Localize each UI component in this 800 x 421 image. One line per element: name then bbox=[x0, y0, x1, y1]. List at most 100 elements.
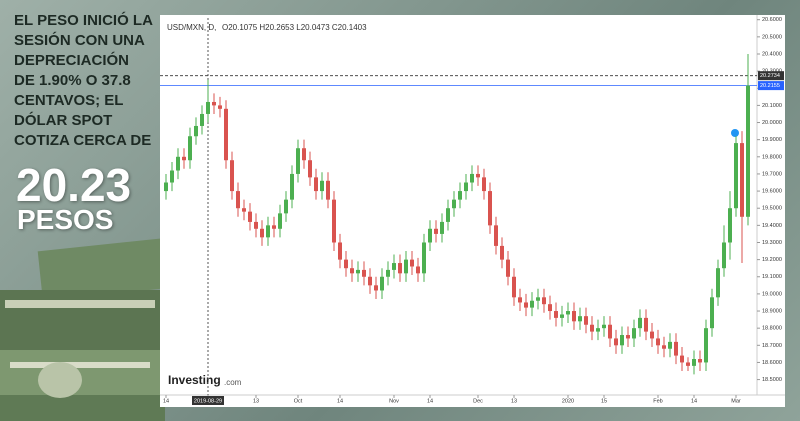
candle-body bbox=[536, 297, 540, 301]
candle-body bbox=[314, 177, 318, 192]
candle-body bbox=[356, 269, 360, 274]
candle-body bbox=[230, 160, 234, 192]
candle-body bbox=[242, 208, 246, 212]
y-tick-label: 18.9000 bbox=[762, 308, 782, 314]
candle-body bbox=[482, 177, 486, 192]
x-tick-label: 2019-08-29 bbox=[194, 398, 222, 404]
candle-body bbox=[236, 191, 240, 209]
y-tick-label: 19.3000 bbox=[762, 240, 782, 246]
candle-body bbox=[740, 143, 744, 217]
candle-body bbox=[632, 328, 636, 339]
candle-body bbox=[524, 302, 528, 308]
candle-body bbox=[446, 208, 450, 222]
candle-body bbox=[488, 191, 492, 226]
y-tick-label: 18.5000 bbox=[762, 377, 782, 383]
candle-body bbox=[404, 259, 408, 274]
x-tick-label: 14 bbox=[337, 398, 343, 404]
candle-body bbox=[332, 199, 336, 243]
candle-body bbox=[290, 173, 294, 200]
candle-body bbox=[494, 225, 498, 246]
price-label-box bbox=[758, 71, 784, 81]
candle-body bbox=[200, 113, 204, 126]
candle-body bbox=[506, 259, 510, 277]
price-label: 20.2155 bbox=[760, 83, 780, 89]
candle-body bbox=[644, 317, 648, 332]
candle-body bbox=[704, 328, 708, 363]
candle-body bbox=[212, 101, 216, 106]
x-tick-label: 13 bbox=[511, 398, 517, 404]
candle-body bbox=[224, 108, 228, 161]
y-tick-label: 19.9000 bbox=[762, 137, 782, 143]
headline-line: DE 1.90% O 37.8 bbox=[14, 72, 131, 89]
candle-body bbox=[614, 338, 618, 346]
candle-body bbox=[170, 170, 174, 183]
candle-body bbox=[692, 359, 696, 366]
candle-body bbox=[596, 328, 600, 332]
ohlc-legend: O20.1075 H20.2653 L20.0473 C20.1403 bbox=[222, 23, 367, 32]
candle-body bbox=[296, 148, 300, 174]
y-tick-label: 18.8000 bbox=[762, 326, 782, 332]
x-tick-label: Mar bbox=[731, 398, 741, 404]
y-tick-label: 20.4000 bbox=[762, 51, 782, 57]
x-tick-label: Oct bbox=[294, 398, 303, 404]
candle-body bbox=[362, 269, 366, 277]
candle-body bbox=[398, 263, 402, 274]
candle-body bbox=[374, 285, 378, 291]
symbol-legend: USD/MXN, D, bbox=[167, 23, 216, 32]
x-tick-label: Feb bbox=[653, 398, 662, 404]
candle-body bbox=[578, 316, 582, 322]
watermark: .com bbox=[224, 378, 242, 387]
y-tick-label: 19.7000 bbox=[762, 171, 782, 177]
candle-body bbox=[728, 208, 732, 243]
headline-unit: PESOS bbox=[17, 204, 114, 235]
candle-body bbox=[554, 311, 558, 318]
candle-body bbox=[194, 125, 198, 137]
candle-body bbox=[434, 228, 438, 234]
candle-body bbox=[500, 245, 504, 260]
candle-body bbox=[716, 268, 720, 298]
x-tick-label: 14 bbox=[691, 398, 697, 404]
candle-body bbox=[542, 297, 546, 305]
candle-body bbox=[254, 221, 258, 229]
headline-line: COTIZA CERCA DE bbox=[14, 132, 152, 149]
candle-body bbox=[392, 263, 396, 270]
y-tick-label: 20.6000 bbox=[762, 17, 782, 23]
y-tick-label: 19.4000 bbox=[762, 223, 782, 229]
candle-body bbox=[584, 316, 588, 325]
candle-body bbox=[464, 182, 468, 192]
candle-body bbox=[308, 160, 312, 178]
y-tick-label: 19.0000 bbox=[762, 291, 782, 297]
y-tick-label: 19.5000 bbox=[762, 206, 782, 212]
candle-body bbox=[512, 276, 516, 298]
candle-body bbox=[380, 276, 384, 291]
candle-body bbox=[218, 105, 222, 109]
x-tick-label: 2020 bbox=[562, 398, 574, 404]
candle-body bbox=[722, 242, 726, 269]
headline-line: DÓLAR SPOT bbox=[14, 112, 113, 129]
x-tick-label: 14 bbox=[163, 398, 169, 404]
candle-body bbox=[326, 180, 330, 200]
y-tick-label: 18.7000 bbox=[762, 343, 782, 349]
candle-body bbox=[206, 101, 210, 114]
chart-background bbox=[160, 15, 785, 407]
candle-body bbox=[674, 341, 678, 356]
candle-body bbox=[182, 156, 186, 161]
candle-body bbox=[386, 269, 390, 277]
candle-body bbox=[746, 85, 750, 217]
y-tick-label: 19.2000 bbox=[762, 257, 782, 263]
candle-body bbox=[470, 173, 474, 183]
y-tick-label: 20.0000 bbox=[762, 120, 782, 126]
candle-body bbox=[260, 228, 264, 238]
money-stack bbox=[0, 238, 168, 421]
watermark: Investing bbox=[168, 373, 221, 387]
y-tick-label: 19.1000 bbox=[762, 274, 782, 280]
candle-body bbox=[590, 324, 594, 332]
x-label-box bbox=[192, 396, 224, 405]
y-tick-label: 20.1000 bbox=[762, 103, 782, 109]
candle-body bbox=[368, 276, 372, 286]
headline-line: SESIÓN CON UNA bbox=[14, 32, 145, 49]
candle-body bbox=[530, 300, 534, 308]
candle-body bbox=[176, 156, 180, 171]
